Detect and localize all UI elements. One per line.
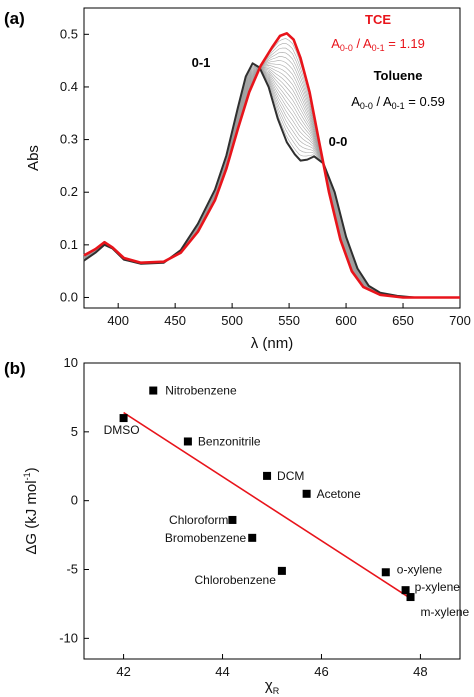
panel-a-y-tick-label: 0.4 xyxy=(60,79,78,94)
panel-a-y-tick-label: 0.1 xyxy=(60,237,78,252)
panel-b-y-tick-label: 0 xyxy=(71,493,78,508)
point-label-bromobenzene: Bromobenzene xyxy=(165,531,247,545)
panel-b-label: (b) xyxy=(4,359,26,378)
panel-b-y-tick-label: -10 xyxy=(59,630,78,645)
panel-b: (b) 42 44 46 48 10 5 0 -5 -10 Nitrobenzene DMSO Be… xyxy=(4,355,470,696)
toluene-ratio-annotation: A0-0 / A0-1 = 0.59 xyxy=(351,94,445,111)
panel-a-frame xyxy=(83,7,461,309)
point-label-dmso: DMSO xyxy=(104,423,140,437)
panel-a-x-axis-title: λ (nm) xyxy=(251,335,294,352)
point-label-chloroform: Chloroform xyxy=(169,513,228,527)
scatter-point-dcm xyxy=(263,471,272,480)
panel-a-series xyxy=(83,31,460,299)
panel-b-x-tick-label: 42 xyxy=(116,664,130,679)
panel-b-x-tick-label: 46 xyxy=(314,664,328,679)
scatter-point-chloroform xyxy=(228,515,237,524)
panel-b-points: Nitrobenzene DMSO Benzonitrile DCM Acetone Ch… xyxy=(104,384,470,620)
tce-ratio-annotation: A0-0 / A0-1 = 1.19 xyxy=(331,36,425,53)
point-label-m-xylene: m-xylene xyxy=(421,605,470,619)
panel-b-ticks: 42 44 46 48 10 5 0 -5 -10 xyxy=(59,355,427,679)
panel-b-y-tick-label: -5 xyxy=(66,562,78,577)
scatter-point-o-xylene xyxy=(381,568,390,577)
point-label-chlorobenzene: Chlorobenzene xyxy=(194,573,276,587)
panel-a-x-tick-label: 400 xyxy=(107,313,129,328)
scatter-point-acetone xyxy=(302,489,311,498)
panel-b-y-tick-label: 10 xyxy=(64,355,78,370)
panel-a-x-tick-label: 600 xyxy=(335,313,357,328)
point-label-acetone: Acetone xyxy=(317,487,361,501)
panel-a-x-tick-label: 450 xyxy=(164,313,186,328)
point-label-dcm: DCM xyxy=(277,469,304,483)
point-label-p-xylene: p-xylene xyxy=(415,580,461,594)
panel-a-plot-area: 400 450 500 550 600 650 700 0.0 0.1 0.2 0.3 0.4 0.5 xyxy=(60,7,471,328)
panel-a-y-tick-label: 0.3 xyxy=(60,132,78,147)
tce-series-line xyxy=(83,31,460,299)
scatter-point-p-xylene xyxy=(401,586,410,595)
panel-a-x-tick-label: 550 xyxy=(278,313,300,328)
panel-a-y-tick-label: 0.0 xyxy=(60,289,78,304)
scatter-point-benzonitrile xyxy=(183,437,192,446)
panel-b-x-tick-label: 44 xyxy=(215,664,229,679)
tce-legend-label: TCE xyxy=(365,12,391,27)
panel-b-y-tick-label: 5 xyxy=(71,424,78,439)
panel-a-label: (a) xyxy=(4,9,25,28)
panel-b-y-axis-title: ΔG (kJ mol-1) xyxy=(22,467,40,554)
panel-b-frame xyxy=(83,362,461,660)
scatter-point-nitrobenzene xyxy=(149,386,158,395)
panel-b-x-axis-title: χR xyxy=(265,677,280,696)
scatter-point-dmso xyxy=(119,414,128,423)
panel-a-x-tick-label: 500 xyxy=(221,313,243,328)
point-label-benzonitrile: Benzonitrile xyxy=(198,434,261,448)
peak-label-0-1: 0-1 xyxy=(192,55,211,70)
toluene-legend-label: Toluene xyxy=(374,68,423,83)
panel-a-y-axis-title: Abs xyxy=(25,145,42,171)
panel-b-plot-area: 42 44 46 48 10 5 0 -5 -10 Nitrobenzene DMSO Benzon… xyxy=(59,355,469,679)
peak-label-0-0: 0-0 xyxy=(329,134,348,149)
panel-a: (a) 400 450 500 550 600 650 700 0.0 0.1 0.2 0.3 0.4… xyxy=(4,7,471,352)
linear-fit-line xyxy=(123,411,411,600)
point-label-o-xylene: o-xylene xyxy=(397,562,443,576)
scatter-point-chlorobenzene xyxy=(277,566,286,575)
panel-a-y-tick-label: 0.5 xyxy=(60,26,78,41)
panel-a-ticks: 400 450 500 550 600 650 700 0.0 0.1 0.2 0.3 0.4 0.5 xyxy=(60,26,471,328)
scatter-point-bromobenzene xyxy=(248,533,257,542)
point-label-nitrobenzene: Nitrobenzene xyxy=(165,384,237,398)
scatter-point-m-xylene xyxy=(406,593,415,602)
panel-b-fit xyxy=(123,411,411,600)
panel-a-x-tick-label: 650 xyxy=(392,313,414,328)
panel-a-x-tick-label: 700 xyxy=(449,313,471,328)
panel-b-x-tick-label: 48 xyxy=(413,664,427,679)
panel-a-y-tick-label: 0.2 xyxy=(60,184,78,199)
